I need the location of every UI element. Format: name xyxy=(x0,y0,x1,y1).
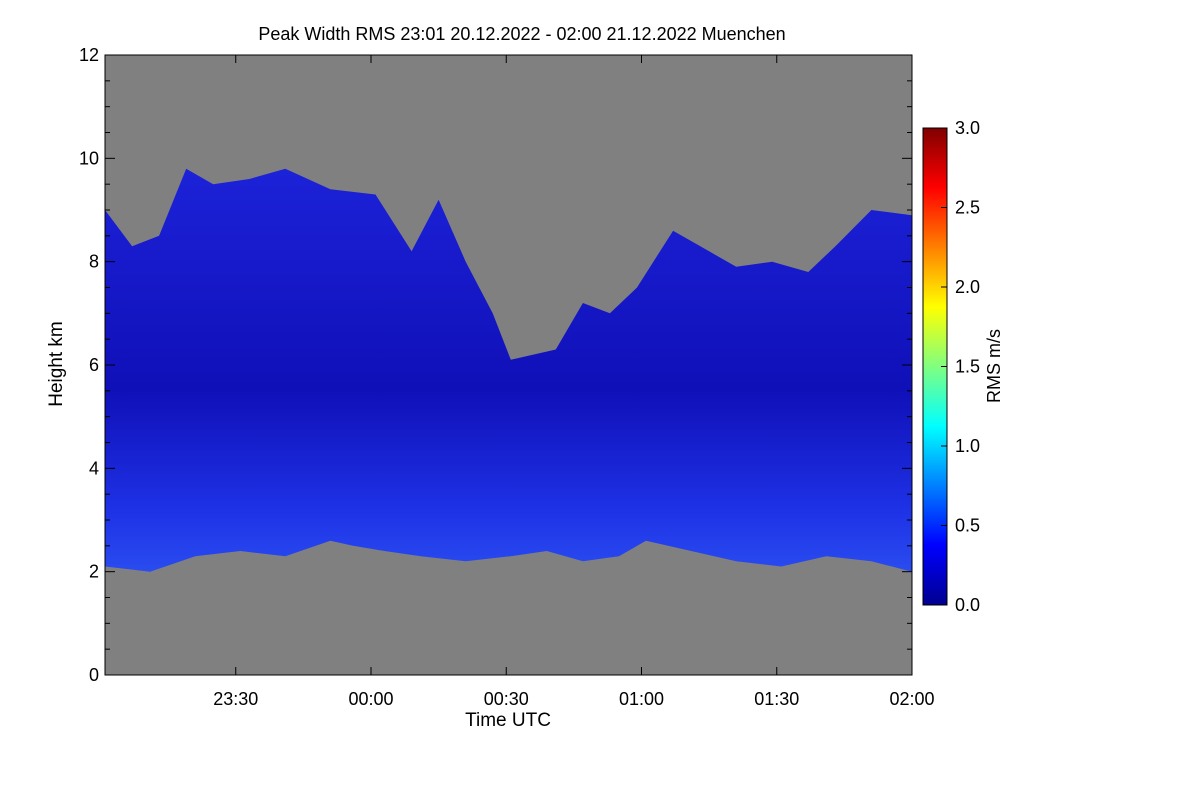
x-tick-label: 23:30 xyxy=(213,689,258,709)
colorbar-tick-label: 2.5 xyxy=(955,198,980,218)
y-tick-label: 0 xyxy=(89,665,99,685)
echo-region xyxy=(105,168,912,572)
colorbar-tick-label: 0.0 xyxy=(955,595,980,615)
y-tick-label: 6 xyxy=(89,355,99,375)
y-tick-label: 8 xyxy=(89,252,99,272)
y-axis: 0 2 4 6 8 10 12 xyxy=(79,45,912,685)
colorbar-ticks: 0.0 0.5 1.0 1.5 2.0 2.5 3.0 xyxy=(941,118,980,615)
y-tick-label: 4 xyxy=(89,458,99,478)
x-axis-label: Time UTC xyxy=(465,710,551,731)
y-tick-label: 12 xyxy=(79,45,99,65)
x-tick-label: 01:30 xyxy=(754,689,799,709)
colorbar-tick-label: 1.0 xyxy=(955,436,980,456)
x-axis: 23:30 00:00 00:30 01:00 01:30 02:00 xyxy=(213,55,935,709)
colorbar-label: RMS m/s xyxy=(984,329,1004,403)
x-tick-label: 00:00 xyxy=(348,689,393,709)
y-axis-label: Height km xyxy=(46,321,67,407)
colorbar-tick-label: 2.0 xyxy=(955,277,980,297)
colorbar-tick-label: 1.5 xyxy=(955,357,980,377)
colorbar-tick-label: 0.5 xyxy=(955,516,980,536)
y-tick-label: 10 xyxy=(79,148,99,168)
x-tick-label: 00:30 xyxy=(484,689,529,709)
x-tick-label: 02:00 xyxy=(889,689,934,709)
colorbar-tick-label: 3.0 xyxy=(955,118,980,138)
x-tick-label: 01:00 xyxy=(619,689,664,709)
y-tick-label: 2 xyxy=(89,562,99,582)
chart-title: Peak Width RMS 23:01 20.12.2022 - 02:00 … xyxy=(258,24,785,44)
